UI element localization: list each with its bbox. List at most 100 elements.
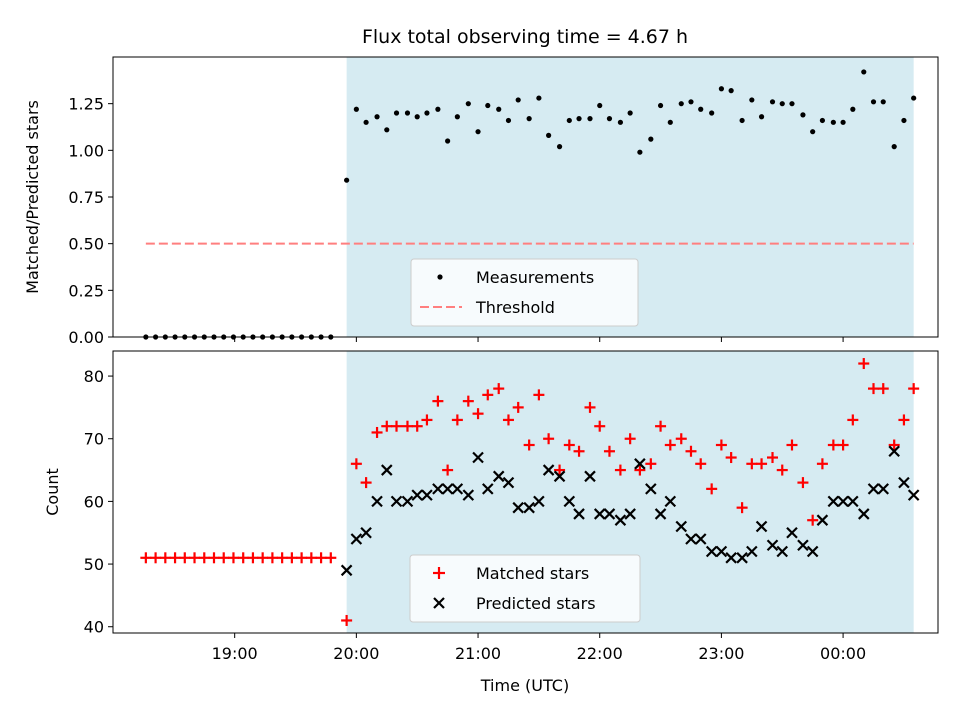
matched-star-point <box>208 552 220 564</box>
measurement-point <box>769 99 776 105</box>
predicted-star-point <box>797 539 809 552</box>
matched-star-point <box>827 439 839 451</box>
matched-star-point <box>432 395 444 407</box>
measurement-point <box>454 114 460 120</box>
xtick-label: 23:00 <box>698 644 744 663</box>
matched-star-point <box>776 464 788 476</box>
xtick-label: 00:00 <box>820 644 866 663</box>
bottom-y-axis-label: Count <box>43 468 62 516</box>
predicted-star-point <box>421 489 433 501</box>
measurement-point <box>465 101 471 107</box>
legend-predicted-label: Predicted stars <box>476 594 596 613</box>
measurement-point <box>739 117 745 124</box>
matched-star-point <box>401 420 413 432</box>
predicted-star-point <box>645 483 657 495</box>
matched-star-point <box>736 502 748 514</box>
matched-star-point <box>695 458 707 470</box>
bottom-legend: Matched stars Predicted stars <box>409 554 641 623</box>
predicted-star-point <box>472 451 484 464</box>
measurement-point <box>819 117 826 124</box>
matched-star-point <box>655 420 667 432</box>
matched-star-point <box>816 458 828 470</box>
predicted-star-point <box>766 539 779 552</box>
predicted-star-point <box>725 552 737 564</box>
matched-star-point <box>360 477 372 489</box>
measurement-point <box>911 95 917 101</box>
matched-star-point <box>807 514 819 526</box>
matched-star-point <box>523 439 535 451</box>
bottom-legend-box <box>409 554 641 623</box>
measurement-point <box>576 116 582 122</box>
predicted-star-point <box>451 483 464 495</box>
measurement-point <box>536 95 542 101</box>
predicted-star-point <box>542 464 555 476</box>
matched-star-point <box>837 439 849 451</box>
matched-star-point <box>634 464 646 476</box>
predicted-star-point <box>563 495 576 508</box>
matched-star-point <box>266 552 278 564</box>
matched-star-point <box>614 464 626 476</box>
measurement-point <box>678 101 684 107</box>
measurement-point <box>850 106 856 112</box>
matched-star-point <box>247 552 259 564</box>
matched-star-point <box>179 552 191 564</box>
xtick-label: 21:00 <box>455 644 501 663</box>
legend-matched-label: Matched stars <box>476 564 589 583</box>
measurement-point <box>546 132 552 138</box>
predicted-star-point <box>492 470 505 483</box>
matched-star-point <box>908 383 920 395</box>
measurement-point <box>597 102 603 109</box>
predicted-star-point <box>624 508 636 520</box>
predicted-star-point <box>776 545 789 558</box>
measurement-point <box>718 86 725 92</box>
matched-star-point <box>189 552 201 564</box>
predicted-star-point <box>502 476 515 489</box>
matched-star-point <box>482 389 494 401</box>
measurement-point <box>840 119 846 125</box>
matched-star-point <box>381 420 393 432</box>
predicted-star-point <box>867 483 880 495</box>
matched-star-point <box>296 552 308 564</box>
predicted-star-point <box>898 476 910 489</box>
predicted-star-point <box>715 545 728 558</box>
measurement-point <box>485 102 491 109</box>
measurement-point <box>758 114 765 120</box>
measurement-point <box>870 99 877 105</box>
xtick-label: 19:00 <box>212 644 258 663</box>
matched-star-point <box>868 383 880 395</box>
matched-star-point <box>493 383 505 395</box>
matched-star-point <box>325 552 337 564</box>
matched-star-point <box>421 414 433 426</box>
matched-star-point <box>786 439 798 451</box>
matched-star-point <box>594 420 606 432</box>
measurement-point <box>515 97 521 103</box>
matched-star-point <box>411 420 423 432</box>
matched-star-point <box>462 395 474 407</box>
predicted-star-point <box>654 508 667 520</box>
measurement-point <box>404 110 411 116</box>
legend-measurements-label: Measurements <box>476 268 594 287</box>
top-ytick-label: 0.25 <box>68 281 104 300</box>
predicted-star-point <box>907 489 920 501</box>
predicted-star-point <box>523 501 535 514</box>
predicted-star-point <box>664 495 677 508</box>
predicted-star-point <box>675 520 688 533</box>
top-x-ticks <box>234 337 844 342</box>
predicted-star-point <box>381 464 393 476</box>
measurement-point <box>657 102 664 109</box>
measurement-point <box>901 117 907 124</box>
predicted-star-point <box>888 445 900 458</box>
matched-star-point <box>150 552 162 564</box>
measurement-point <box>627 110 633 116</box>
measurement-point <box>556 144 563 150</box>
measurement-point <box>749 97 755 103</box>
figure-title: Flux total observing time = 4.67 h <box>362 26 688 48</box>
measurement-point <box>587 116 593 122</box>
matched-star-point <box>898 414 910 426</box>
matched-star-point <box>512 401 524 413</box>
matched-star-point <box>276 552 288 564</box>
measurement-point <box>414 114 420 120</box>
matched-star-point <box>858 358 870 370</box>
measurement-point <box>344 177 350 183</box>
top-legend-box <box>410 258 639 327</box>
